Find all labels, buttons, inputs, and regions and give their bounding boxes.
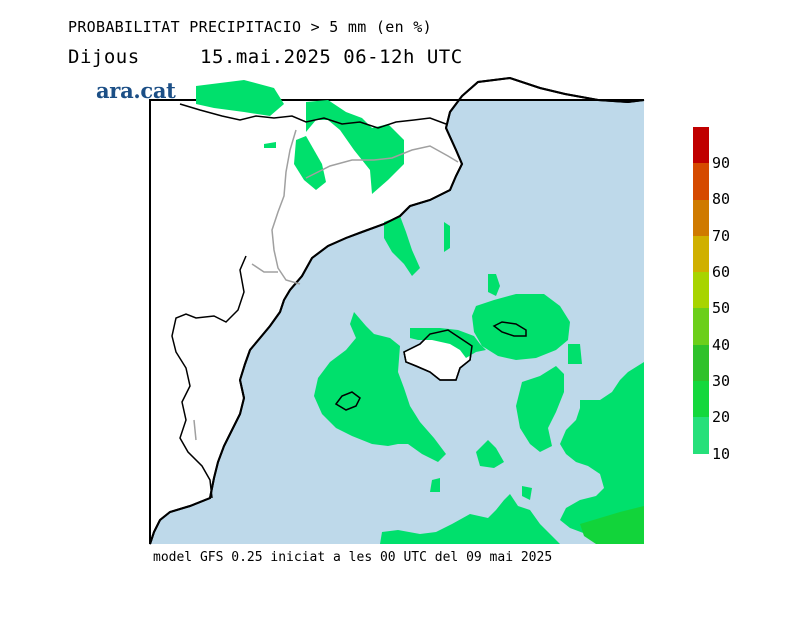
colorbar-segment-80-90 — [693, 163, 709, 200]
colorbar-segment-60-70 — [693, 235, 709, 273]
colorbar-label: 50 — [712, 299, 731, 317]
colorbar-segment-70-80 — [693, 199, 709, 236]
colorbar-label: 10 — [712, 445, 731, 463]
colorbar-label: 60 — [712, 263, 731, 281]
valid-time: Dijous 15.mai.2025 06-12h UTC — [68, 46, 463, 68]
colorbar-label: 70 — [712, 227, 731, 245]
day-label: Dijous — [68, 46, 140, 68]
national-border — [179, 103, 447, 129]
colorbar — [693, 127, 709, 454]
colorbar-label: 80 — [712, 190, 731, 208]
valid-period: 15.mai.2025 06-12h UTC — [200, 46, 463, 68]
colorbar-segment-40-50 — [693, 308, 709, 345]
colorbar-segment-10-20 — [693, 417, 709, 454]
colorbar-segment-50-60 — [693, 272, 709, 309]
colorbar-label: 20 — [712, 408, 731, 426]
colorbar-segment-20-30 — [693, 381, 709, 418]
colorbar-segment-30-40 — [693, 344, 709, 382]
model-info: model GFS 0.25 iniciat a les 00 UTC del … — [153, 550, 553, 565]
precip-20-30-areas — [580, 506, 644, 544]
ara-cat-logo: ara.cat — [96, 78, 176, 103]
colorbar-label: 30 — [712, 372, 731, 390]
coastline — [149, 76, 645, 545]
province-borders — [193, 129, 459, 441]
colorbar-label: 90 — [712, 154, 731, 172]
colorbar-segment-90-100 — [693, 127, 709, 164]
map-title: PROBABILITAT PRECIPITACIO > 5 mm (en %) — [68, 18, 432, 36]
regional-outline — [149, 100, 247, 544]
colorbar-label: 40 — [712, 336, 731, 354]
